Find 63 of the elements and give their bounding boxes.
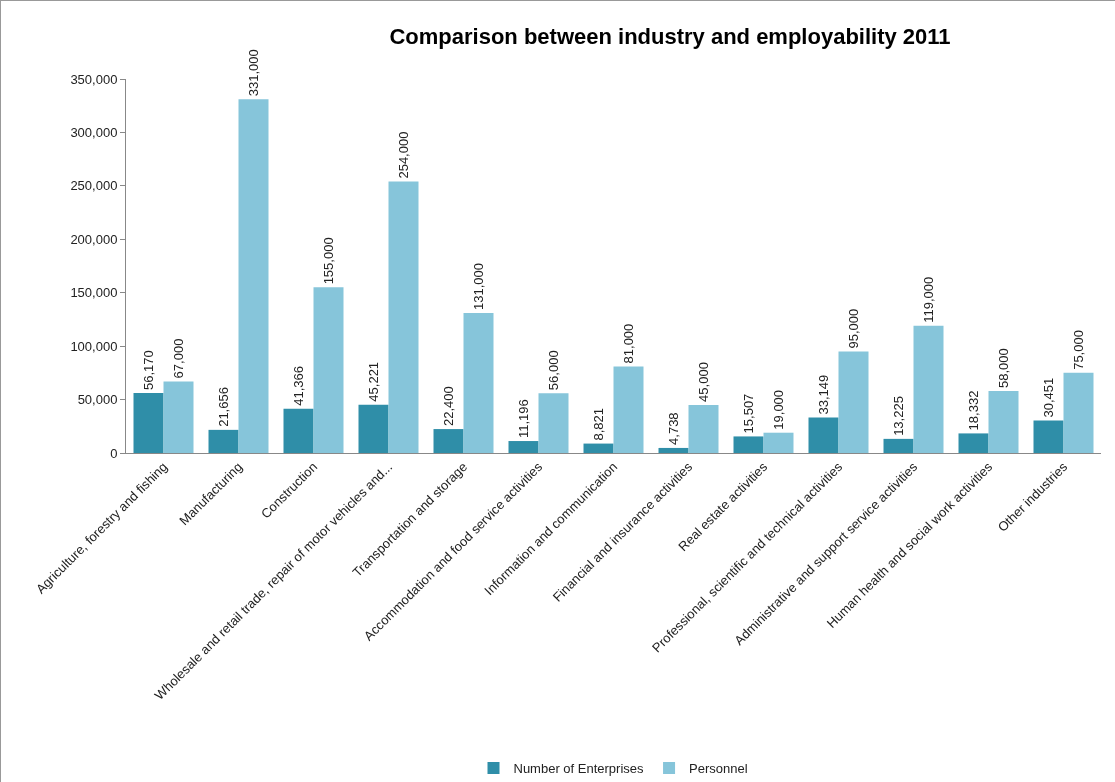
bar — [838, 351, 869, 453]
bar — [388, 181, 419, 453]
data-label: 13,225 — [891, 396, 906, 436]
bar — [358, 404, 389, 453]
bar — [583, 443, 614, 453]
bar — [988, 391, 1019, 453]
y-tick-label: 100,000 — [70, 338, 118, 354]
legend-label: Number of Enterprises — [513, 761, 645, 777]
bar — [1033, 420, 1064, 453]
y-tick-label: 0 — [110, 445, 118, 461]
data-label: 19,000 — [771, 389, 786, 430]
bar — [133, 392, 164, 453]
bar — [658, 447, 689, 453]
data-label: 58,000 — [996, 348, 1011, 389]
data-label: 75,000 — [1071, 330, 1086, 370]
bar — [313, 287, 344, 453]
data-label: 131,000 — [471, 263, 486, 311]
data-label: 8,821 — [591, 408, 606, 441]
data-label: 33,149 — [816, 374, 831, 415]
y-tick-label: 350,000 — [70, 71, 118, 87]
bar — [1063, 372, 1094, 453]
data-label: 67,000 — [171, 338, 186, 379]
chart-title: Comparison between industry and employability 2011 — [389, 23, 951, 49]
data-label: 11,196 — [516, 399, 531, 439]
bar — [508, 441, 539, 453]
bar — [733, 436, 764, 453]
bar — [808, 417, 839, 453]
data-label: 22,400 — [441, 386, 456, 427]
data-label: 119,000 — [921, 276, 936, 323]
y-tick-label: 50,000 — [77, 392, 118, 408]
bar — [958, 433, 989, 453]
bar — [883, 438, 914, 453]
data-label: 331,000 — [246, 49, 261, 97]
data-label: 45,000 — [696, 362, 711, 402]
data-label: 21,656 — [216, 387, 231, 427]
data-label: 18,332 — [966, 390, 981, 431]
data-label: 15,507 — [741, 393, 756, 434]
y-tick-label: 250,000 — [70, 178, 118, 194]
bar — [163, 381, 194, 453]
y-tick-label: 200,000 — [70, 231, 118, 247]
bar — [238, 99, 269, 453]
data-label: 30,451 — [1041, 377, 1056, 418]
bar — [208, 429, 239, 453]
legend-label: Personnel — [689, 761, 748, 777]
data-label: 155,000 — [321, 237, 336, 285]
bar — [433, 429, 464, 453]
bar — [283, 408, 314, 453]
data-label: 41,366 — [291, 366, 306, 406]
y-tick-label: 150,000 — [70, 285, 118, 301]
data-label: 56,000 — [546, 350, 561, 391]
data-label: 95,000 — [846, 308, 861, 349]
bar — [613, 366, 644, 453]
bar — [538, 393, 569, 453]
data-label: 81,000 — [621, 323, 636, 364]
bar — [463, 313, 494, 453]
bar — [913, 325, 944, 453]
data-label: 56,170 — [141, 350, 156, 390]
data-label: 45,221 — [366, 361, 381, 402]
y-tick-label: 300,000 — [70, 124, 118, 140]
bar — [763, 432, 794, 453]
data-label: 4,738 — [666, 412, 681, 445]
data-label: 254,000 — [396, 131, 411, 179]
bar — [688, 404, 719, 453]
